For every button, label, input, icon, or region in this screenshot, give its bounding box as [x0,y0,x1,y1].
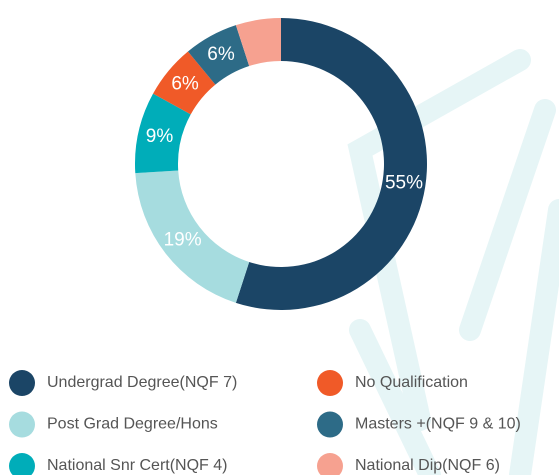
legend-swatch [9,411,35,438]
donut-segment [187,25,250,85]
donut-segment [153,51,216,115]
legend: Undergrad Degree(NQF 7) Post Grad Degree/… [9,370,521,475]
legend-swatch [317,411,343,438]
donut-segment [235,18,427,311]
data-label: 19% [164,229,202,250]
legend-swatch [317,453,343,475]
donut-segment [135,93,191,174]
legend-label: Masters +(NQF 9 & 10) [355,416,521,433]
legend-label: No Qualification [355,374,468,391]
legend-swatch [317,370,343,396]
donut-segment [135,170,250,303]
data-label: 9% [146,126,174,147]
background-decoration [347,49,559,475]
legend-swatch [9,453,35,475]
data-label: 55% [385,172,423,193]
legend-label: National Snr Cert(NQF 4) [47,457,228,474]
donut-segment [235,18,281,67]
legend-swatch [9,370,35,396]
data-label: 6% [171,74,199,95]
legend-label: Undergrad Degree(NQF 7) [47,374,237,391]
donut: 55% 19% 9% 6% 6% [135,18,427,311]
legend-label: National Dip(NQF 6) [355,457,500,474]
legend-label: Post Grad Degree/Hons [47,416,218,433]
data-label: 6% [207,44,235,65]
